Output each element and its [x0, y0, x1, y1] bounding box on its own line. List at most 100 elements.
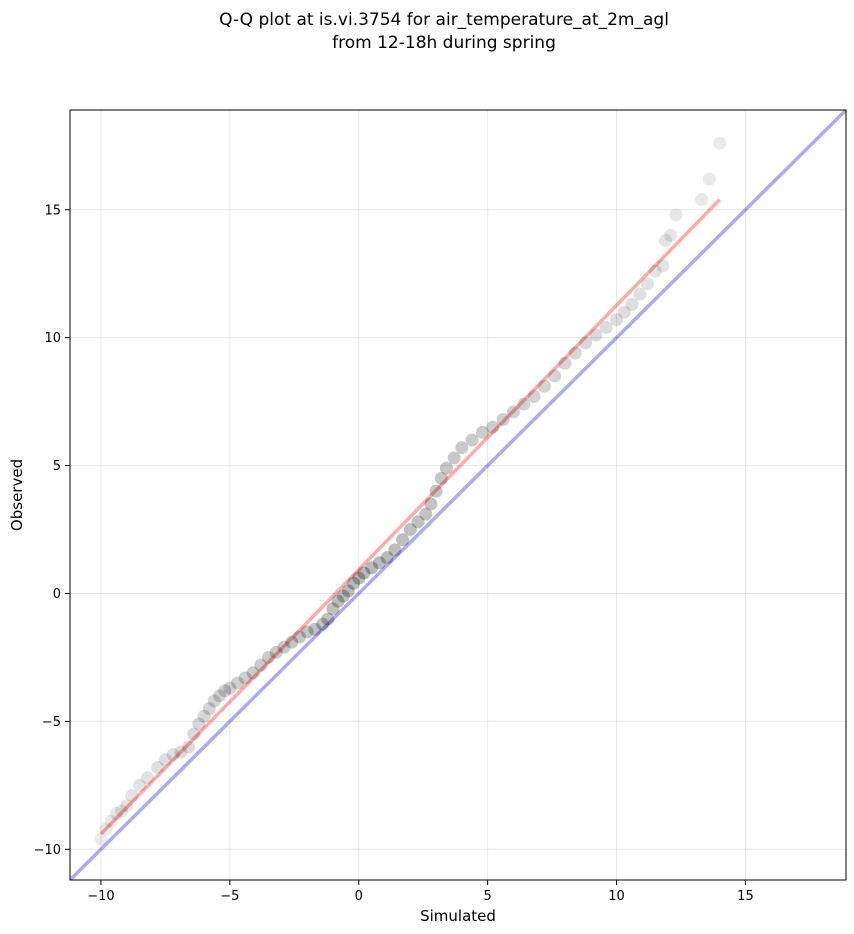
data-point	[496, 413, 510, 427]
data-point	[94, 832, 108, 846]
x-axis-ticks: −10 −5 0 5 10 15	[87, 880, 754, 904]
data-point	[321, 612, 335, 626]
data-point	[174, 745, 188, 759]
data-point	[475, 425, 489, 439]
y-tick-label: −5	[42, 715, 61, 730]
data-point	[238, 671, 252, 685]
data-point	[192, 717, 206, 731]
data-point	[447, 451, 461, 465]
data-point	[388, 543, 402, 557]
x-tick-label: 10	[608, 889, 625, 904]
data-point	[669, 208, 683, 222]
data-point	[579, 336, 593, 350]
y-axis-ticks: −10 −5 0 5 10 15	[34, 203, 70, 858]
data-point	[133, 778, 147, 792]
data-point	[365, 561, 379, 575]
data-point	[125, 789, 139, 803]
x-tick-label: −10	[87, 889, 114, 904]
data-point	[713, 136, 727, 150]
data-point	[434, 471, 448, 485]
data-point	[326, 602, 340, 616]
data-point	[115, 804, 129, 818]
data-point	[429, 484, 443, 498]
data-point	[702, 172, 716, 186]
data-point	[213, 689, 227, 703]
data-point	[633, 287, 647, 301]
grid-lines	[70, 110, 846, 880]
y-tick-label: 10	[44, 331, 61, 346]
data-point	[357, 566, 371, 580]
data-point	[372, 556, 386, 570]
data-point	[599, 320, 613, 334]
data-point	[300, 625, 314, 639]
data-point	[610, 313, 624, 327]
data-point	[527, 390, 541, 404]
data-points	[94, 136, 727, 846]
data-point	[424, 497, 438, 511]
plot-frame	[69, 109, 847, 881]
data-point	[439, 461, 453, 475]
x-tick-label: 15	[737, 889, 754, 904]
x-axis-label: Simulated	[420, 907, 496, 925]
data-point	[166, 748, 180, 762]
data-point	[625, 297, 639, 311]
data-point	[109, 806, 123, 820]
y-tick-label: −10	[34, 843, 61, 858]
data-point	[411, 515, 425, 529]
data-point	[223, 681, 237, 695]
data-point	[506, 405, 520, 419]
data-point	[336, 589, 350, 603]
data-point	[558, 356, 572, 370]
x-tick-label: −5	[220, 889, 239, 904]
data-point	[99, 822, 113, 836]
data-point	[331, 594, 345, 608]
data-point	[617, 305, 631, 319]
data-point	[486, 420, 500, 434]
y-tick-label: 0	[53, 587, 61, 602]
data-point	[664, 228, 678, 242]
data-point	[589, 328, 603, 342]
data-point	[419, 507, 433, 521]
data-point	[254, 658, 268, 672]
y-axis-label: Observed	[8, 459, 26, 531]
data-point	[537, 379, 551, 393]
data-point	[158, 753, 172, 767]
y-tick-label: 5	[53, 459, 61, 474]
data-point	[277, 640, 291, 654]
data-point	[517, 397, 531, 411]
data-point	[341, 584, 355, 598]
x-tick-label: 5	[484, 889, 492, 904]
y-tick-label: 15	[44, 203, 61, 218]
data-point	[197, 709, 211, 723]
data-point	[218, 684, 232, 698]
data-point	[104, 814, 118, 828]
identity-line	[70, 110, 846, 880]
data-point	[187, 727, 201, 741]
data-point	[695, 193, 709, 207]
fit-line	[99, 198, 721, 836]
chart-title-line2: from 12-18h during spring	[332, 33, 556, 53]
data-point	[656, 259, 670, 273]
data-point	[140, 771, 154, 785]
data-point	[648, 264, 662, 278]
data-point	[182, 740, 196, 754]
data-point	[455, 441, 469, 455]
data-point	[568, 346, 582, 360]
data-point	[396, 533, 410, 547]
data-point	[246, 666, 260, 680]
data-point	[262, 650, 276, 664]
x-tick-label: 0	[355, 889, 363, 904]
data-point	[292, 630, 306, 644]
data-point	[316, 617, 330, 631]
data-point	[352, 571, 366, 585]
data-point	[269, 645, 283, 659]
chart-title-line1: Q-Q plot at is.vi.3754 for air_temperatu…	[219, 10, 669, 30]
data-point	[151, 760, 165, 774]
data-point	[347, 576, 361, 590]
data-point	[120, 799, 134, 813]
reference-lines	[70, 110, 846, 880]
data-point	[231, 676, 245, 690]
data-point	[640, 277, 654, 291]
data-point	[380, 551, 394, 565]
